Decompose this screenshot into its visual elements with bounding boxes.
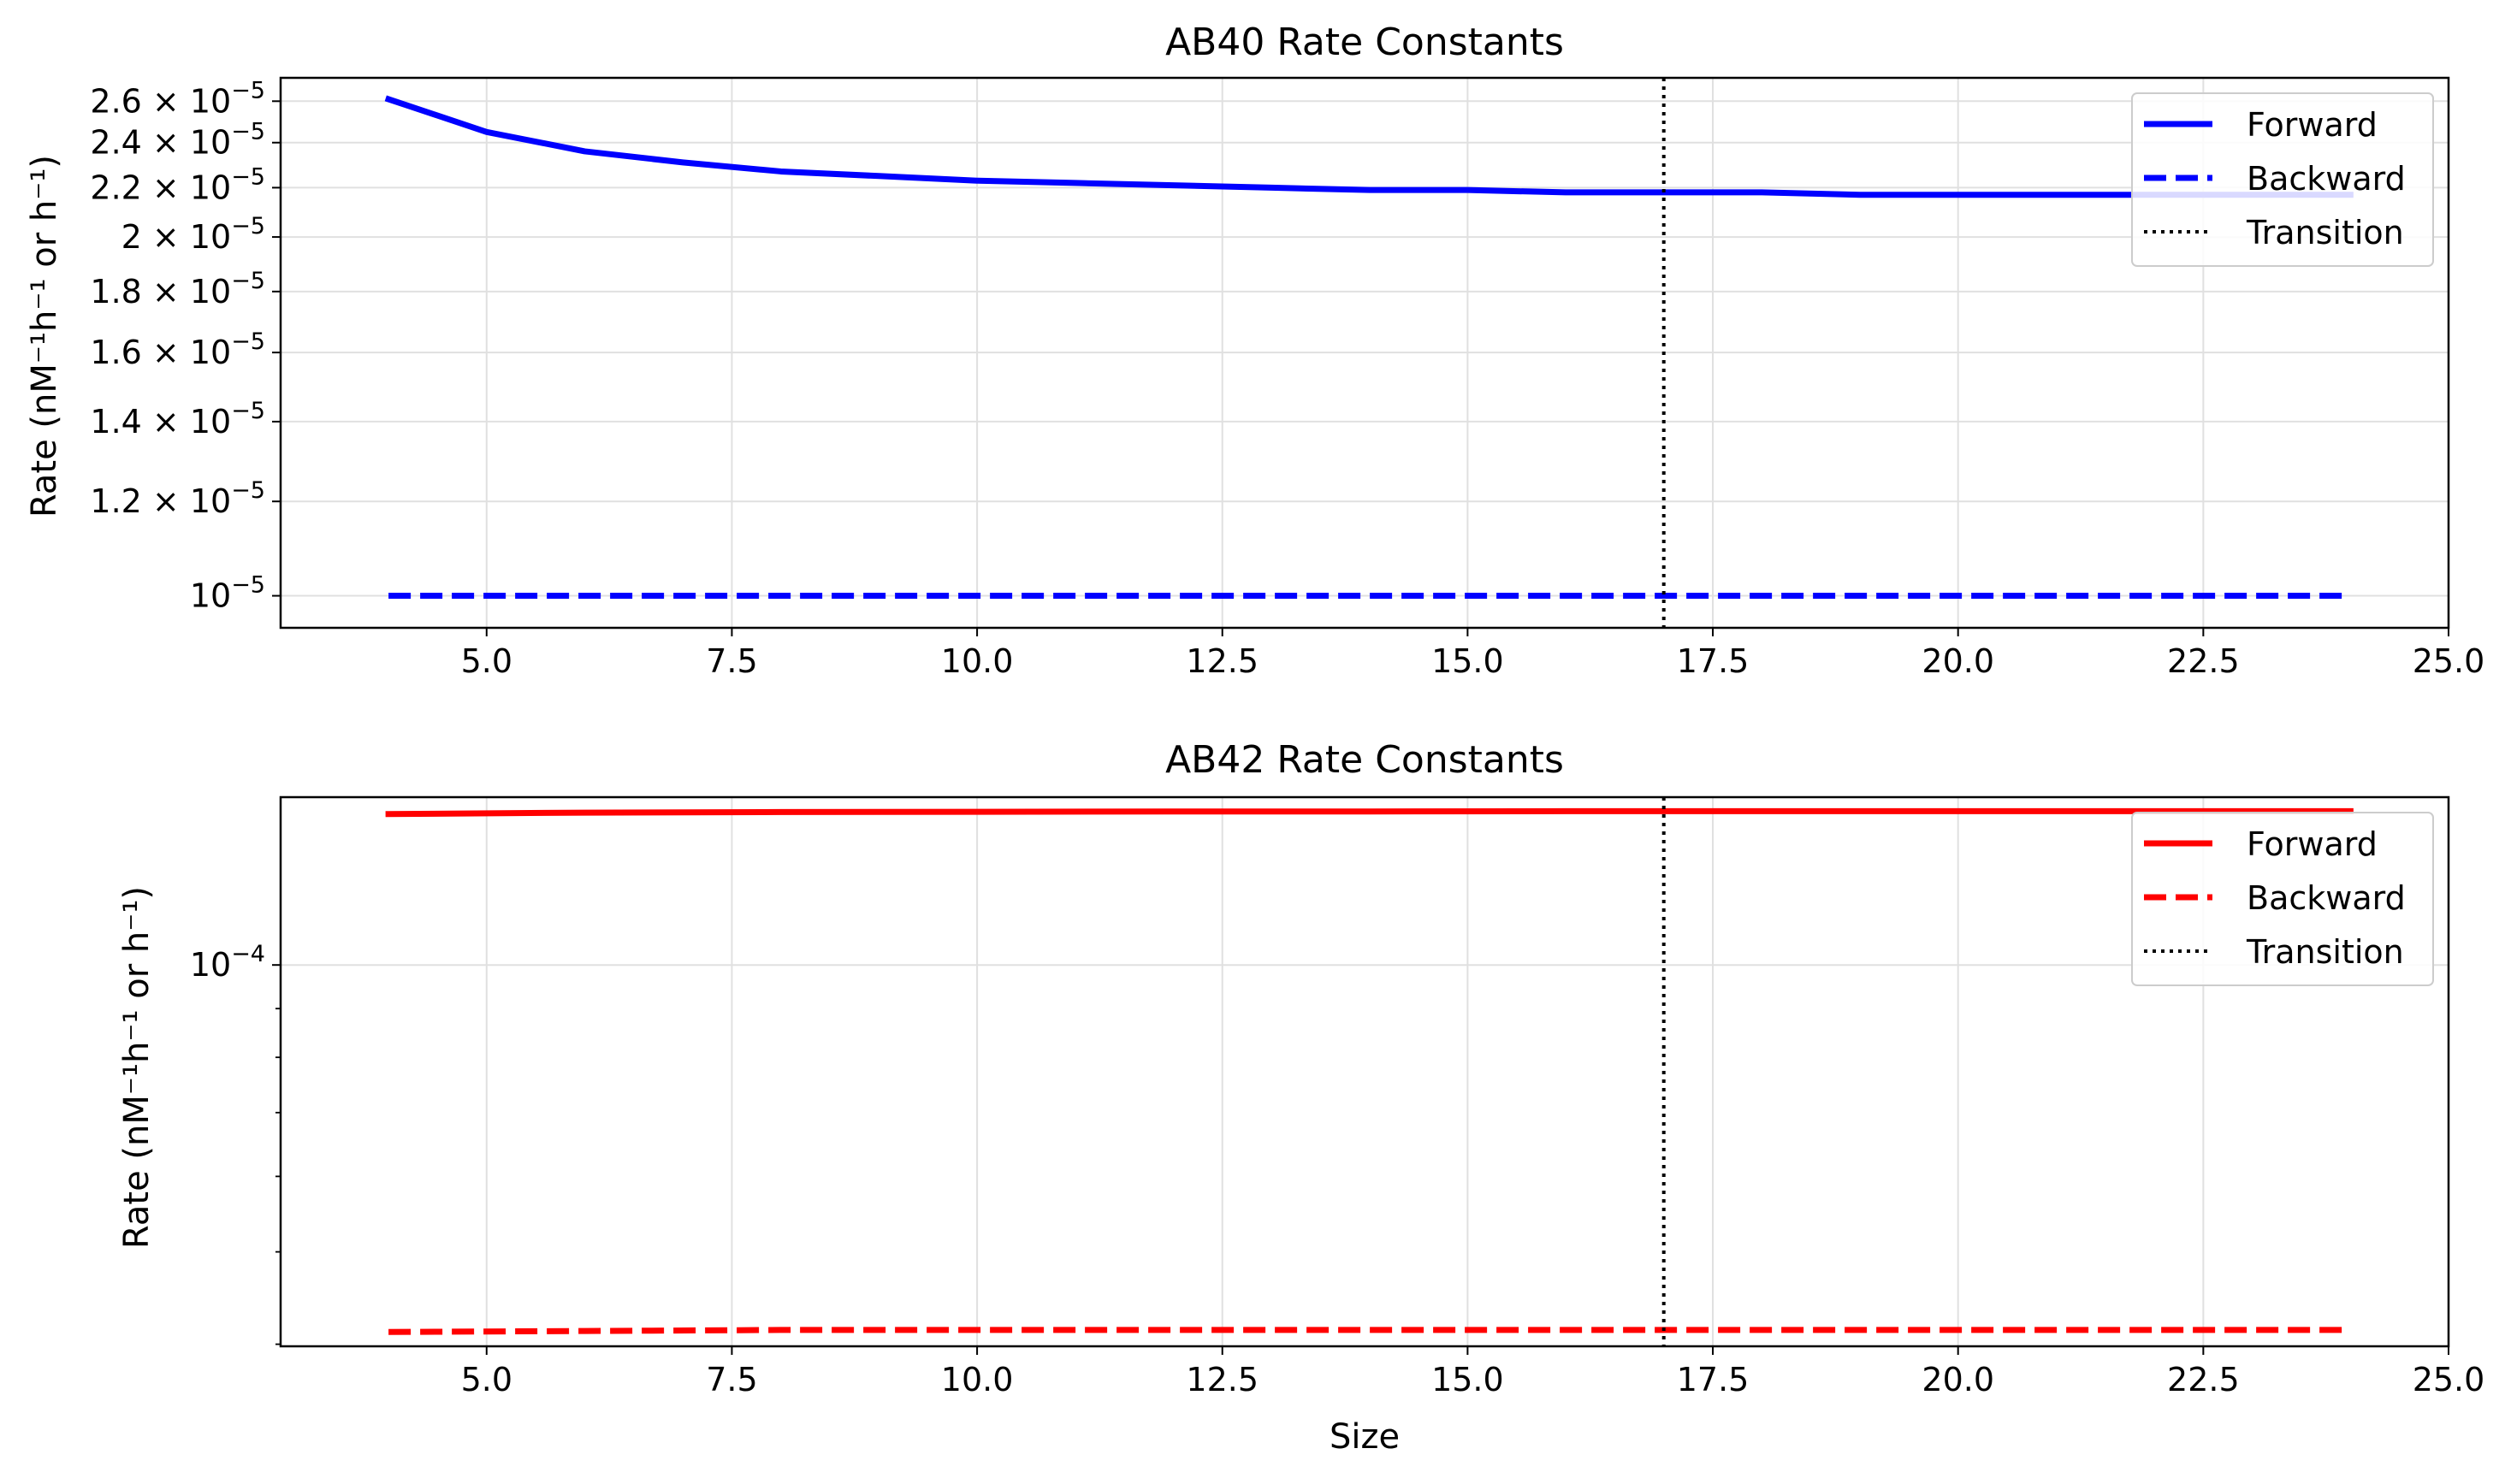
ab40-y-tick-exponent: −5 xyxy=(231,268,265,294)
ab42-y-axis-label: Rate (nM⁻¹h⁻¹ or h⁻¹) xyxy=(117,886,157,1249)
ab40-legend-label-backward: Backward xyxy=(2247,160,2406,198)
ab40-legend-box xyxy=(2131,92,2434,267)
ab40-y-tick-label: 2.4 × 10−5 xyxy=(90,119,265,162)
ab40-y-tick-exponent: −5 xyxy=(231,163,265,190)
ab42-y-tick-base: 10 xyxy=(190,946,231,984)
ab40-y-tick-label: 1.8 × 10−5 xyxy=(90,268,265,310)
ab42-series-backward-line xyxy=(388,1327,2351,1335)
ab40-y-tick-exponent: −5 xyxy=(231,477,265,504)
ab40-y-tick-multiply: × 10 xyxy=(142,124,231,162)
ab40-x-tick-label: 7.5 xyxy=(706,642,757,680)
ab40-legend-label-forward: Forward xyxy=(2247,106,2378,144)
ab40-y-tick-label: 1.6 × 10−5 xyxy=(90,328,265,371)
ab40-y-axis-label: Rate (nM⁻¹h⁻¹ or h⁻¹) xyxy=(25,155,64,517)
ab40-y-tick-label: 1.4 × 10−5 xyxy=(90,398,265,440)
ab40-y-tick-multiply: × 10 xyxy=(142,482,231,520)
ab40-y-tick-multiply: × 10 xyxy=(142,169,231,206)
ab40-y-tick-mantissa: 2.2 xyxy=(90,169,141,206)
ab40-y-tick-label: 2.2 × 10−5 xyxy=(90,163,265,206)
ab42-legend-label-backward: Backward xyxy=(2247,879,2406,917)
ab40-x-tick-label: 15.0 xyxy=(1431,642,1504,680)
ab40-x-tick-label: 10.0 xyxy=(941,642,1014,680)
ab42-y-tick-exponent: −4 xyxy=(231,941,265,967)
ab40-y-tick-mantissa: 1.2 xyxy=(90,482,141,520)
ab40-y-tick-exponent: −5 xyxy=(231,213,265,239)
ab40-y-ticks: 2.6 × 10−52.4 × 10−52.2 × 10−52 × 10−51.… xyxy=(90,77,281,615)
ab40-y-tick-mantissa: 2.6 xyxy=(90,82,141,120)
ab42-legend: Forward Backward Transition xyxy=(2131,812,2434,986)
ab40-y-tick-mantissa: 2.4 xyxy=(90,124,141,162)
ab40-y-tick-exponent: −5 xyxy=(231,328,265,355)
ab40-y-tick-exponent: −5 xyxy=(231,572,265,599)
ab42-x-tick-label: 15.0 xyxy=(1431,1361,1504,1398)
ab40-y-tick-mantissa: 1.8 xyxy=(90,273,141,310)
ab40-y-tick-multiply: × 10 xyxy=(142,334,231,371)
ab42-x-axis-label: Size xyxy=(1330,1417,1400,1457)
ab40-y-tick-exponent: −5 xyxy=(231,119,265,145)
ab42-x-tick-label: 25.0 xyxy=(2413,1361,2485,1398)
ab40-y-tick-label: 10−5 xyxy=(190,572,265,615)
ab42-legend-label-forward: Forward xyxy=(2247,825,2378,863)
ab40-y-tick-multiply: × 10 xyxy=(142,82,231,120)
ab40-chart-panel: AB40 Rate Constants 5.0 7.5 10.0 12.5 15.0 17… xyxy=(25,21,2484,680)
ab42-x-tick-label: 17.5 xyxy=(1677,1361,1750,1398)
ab40-y-tick-mantissa: 1.4 xyxy=(90,403,141,440)
ab42-series-layer xyxy=(385,797,2354,1346)
ab42-legend-box xyxy=(2131,812,2434,986)
ab40-x-ticks: 5.0 7.5 10.0 12.5 15.0 17.5 20.0 22.5 25.0 xyxy=(461,628,2485,680)
ab40-y-tick-multiply: × 10 xyxy=(142,403,231,440)
ab42-x-tick-label: 22.5 xyxy=(2167,1361,2240,1398)
ab40-y-tick-mantissa: 1.6 xyxy=(90,334,141,371)
ab42-series-forward-line xyxy=(385,807,2354,818)
ab42-x-ticks: 5.0 7.5 10.0 12.5 15.0 17.5 20.0 22.5 25.0 xyxy=(461,1346,2485,1398)
ab42-y-tick-label: 10−4 xyxy=(190,941,265,984)
ab40-y-tick-mantissa: 2 xyxy=(121,218,142,256)
ab42-legend-label-transition: Transition xyxy=(2246,933,2404,971)
ab40-x-tick-label: 5.0 xyxy=(461,642,512,680)
ab40-chart-title: AB40 Rate Constants xyxy=(1165,21,1564,64)
ab42-x-tick-label: 10.0 xyxy=(941,1361,1014,1398)
ab40-legend-label-transition: Transition xyxy=(2246,214,2404,251)
ab40-x-tick-label: 20.0 xyxy=(1922,642,1994,680)
ab40-y-tick-exponent: −5 xyxy=(231,398,265,424)
ab40-y-tick-label: 1.2 × 10−5 xyxy=(90,477,265,520)
ab42-x-tick-label: 12.5 xyxy=(1186,1361,1258,1398)
ab42-chart-panel: AB42 Rate Constants 5.0 7.5 10.0 12.5 15.0 17… xyxy=(117,738,2484,1457)
ab40-y-tick-base: 10 xyxy=(190,577,231,615)
ab42-x-tick-label: 7.5 xyxy=(706,1361,757,1398)
ab40-x-tick-label: 17.5 xyxy=(1677,642,1750,680)
ab40-x-tick-label: 22.5 xyxy=(2167,642,2240,680)
ab42-x-tick-label: 20.0 xyxy=(1922,1361,1994,1398)
ab40-legend: Forward Backward Transition xyxy=(2131,92,2434,267)
ab42-axes-frame xyxy=(279,795,2450,1348)
ab40-series-layer xyxy=(384,78,2354,628)
ab42-x-tick-label: 5.0 xyxy=(461,1361,512,1398)
ab40-y-tick-exponent: −5 xyxy=(231,77,265,103)
ab40-y-tick-label: 2.6 × 10−5 xyxy=(90,77,265,120)
ab42-y-ticks: 10−4 xyxy=(190,941,281,1345)
ab40-x-tick-label: 12.5 xyxy=(1186,642,1258,680)
ab42-chart-title: AB42 Rate Constants xyxy=(1165,738,1564,782)
ab40-y-tick-label: 2 × 10−5 xyxy=(121,213,265,256)
ab40-y-tick-multiply: × 10 xyxy=(142,218,231,256)
ab40-series-forward-line xyxy=(384,95,2354,198)
ab40-x-tick-label: 25.0 xyxy=(2413,642,2485,680)
ab40-y-tick-multiply: × 10 xyxy=(142,273,231,310)
